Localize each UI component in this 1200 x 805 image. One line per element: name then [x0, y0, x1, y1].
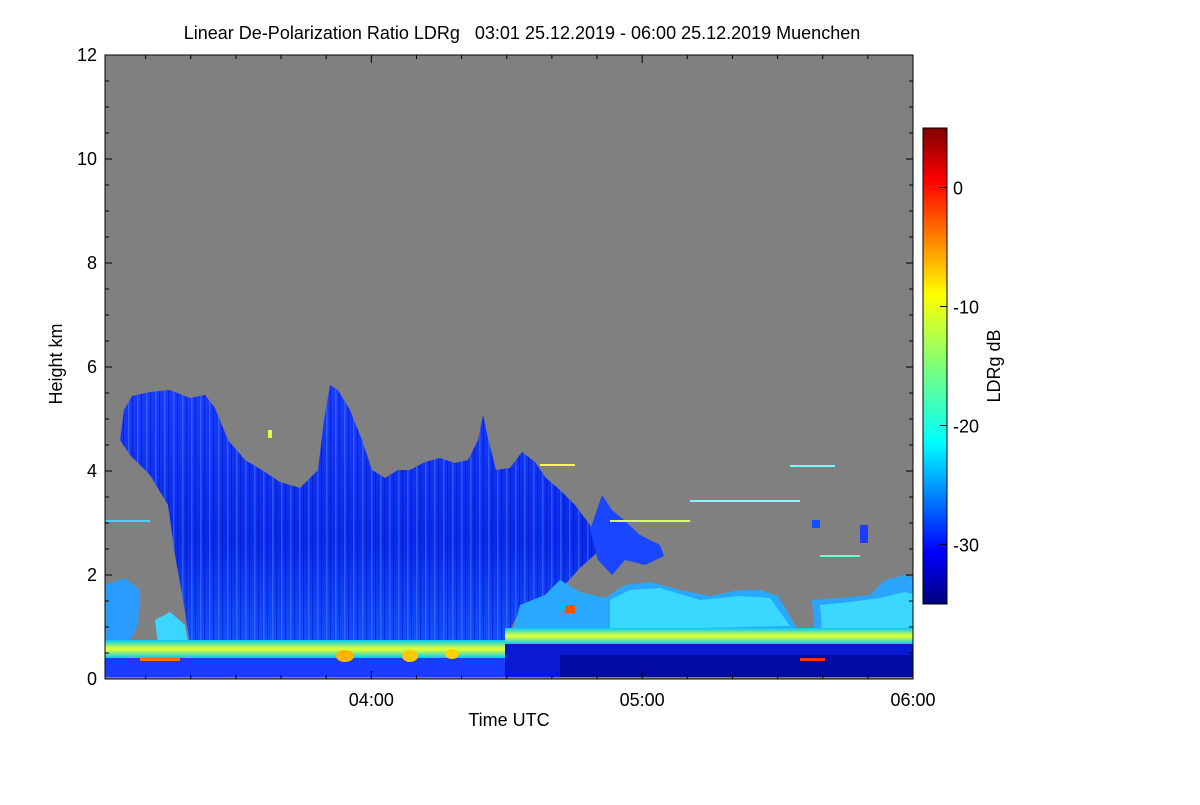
y-tick-label: 10 [77, 149, 97, 169]
main-cloud-streaks [120, 385, 600, 645]
noise-speckle [610, 520, 690, 522]
noise-speckle [540, 464, 575, 466]
bright-spot [336, 650, 354, 662]
surface-rain-left [105, 658, 505, 677]
radar-echo-layer [105, 385, 913, 677]
colorbar [922, 127, 948, 605]
y-tick-label: 8 [87, 253, 97, 273]
clutter-line [800, 658, 825, 661]
surface-rain-dark [560, 655, 913, 677]
bright-spot [445, 649, 459, 659]
y-tick-label: 0 [87, 669, 97, 689]
x-tick-label: 06:00 [890, 690, 935, 710]
y-axis: 0 2 4 6 8 10 12 [77, 45, 913, 689]
y-tick-label: 4 [87, 461, 97, 481]
noise-speckle [565, 605, 575, 613]
bright-spot [402, 650, 418, 662]
low-cloud-right-cyan [610, 588, 790, 630]
colorbar-tick-label: -20 [953, 417, 979, 437]
y-tick-label: 12 [77, 45, 97, 65]
colorbar-tick-label: 0 [953, 179, 963, 199]
x-tick-label: 04:00 [349, 690, 394, 710]
low-cloud-left [105, 578, 140, 645]
noise-speckle [820, 555, 860, 557]
x-axis: 04:00 05:00 06:00 [145, 55, 936, 710]
cloud-fragment [590, 495, 664, 575]
noise-speckle [105, 520, 150, 522]
colorbar-axis: 0 -10 -20 -30 [940, 179, 979, 556]
x-axis-label: Time UTC [468, 710, 549, 730]
y-tick-label: 6 [87, 357, 97, 377]
low-cloud-left-2 [155, 612, 188, 645]
melting-layer-left [105, 640, 505, 658]
colorbar-tick-label: -30 [953, 536, 979, 556]
noise-speckle [790, 465, 835, 467]
noise-speckle [812, 520, 820, 528]
colorbar-tick-label: -10 [953, 298, 979, 318]
noise-speckle [690, 500, 800, 502]
y-axis-label: Height km [46, 323, 66, 404]
colorbar-label: LDRg dB [984, 329, 1004, 402]
chart-title: Linear De-Polarization Ratio LDRg 03:01 … [184, 23, 860, 43]
clutter-line [140, 658, 180, 661]
noise-speckle [860, 525, 868, 543]
x-tick-label: 05:00 [620, 690, 665, 710]
melting-layer-right [505, 628, 913, 644]
low-cloud-far-right-cyan [820, 592, 913, 630]
noise-speckle [268, 430, 272, 438]
y-tick-label: 2 [87, 565, 97, 585]
